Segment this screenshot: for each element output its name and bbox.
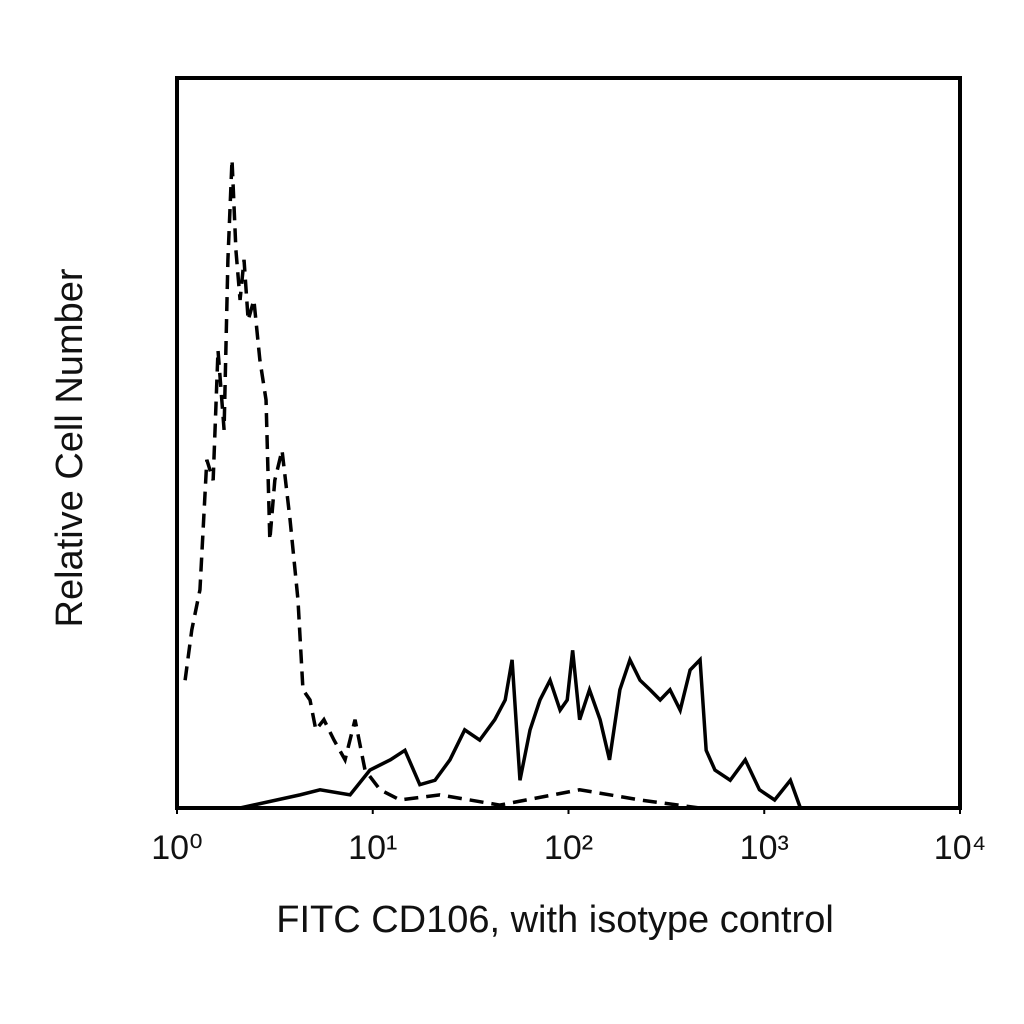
histogram-line (239, 650, 803, 810)
x-tick-label: 10² (544, 829, 593, 867)
x-axis-title: FITC CD106, with isotype control (276, 899, 834, 941)
x-tick-label: 10⁰ (151, 829, 202, 867)
x-tick-label: 10⁴ (934, 829, 986, 867)
x-tick-label: 10³ (740, 829, 789, 867)
plot-frame (175, 76, 962, 810)
x-tick-label: 10¹ (348, 829, 397, 867)
y-axis-title: Relative Cell Number (49, 268, 91, 627)
histogram-line (183, 159, 700, 810)
